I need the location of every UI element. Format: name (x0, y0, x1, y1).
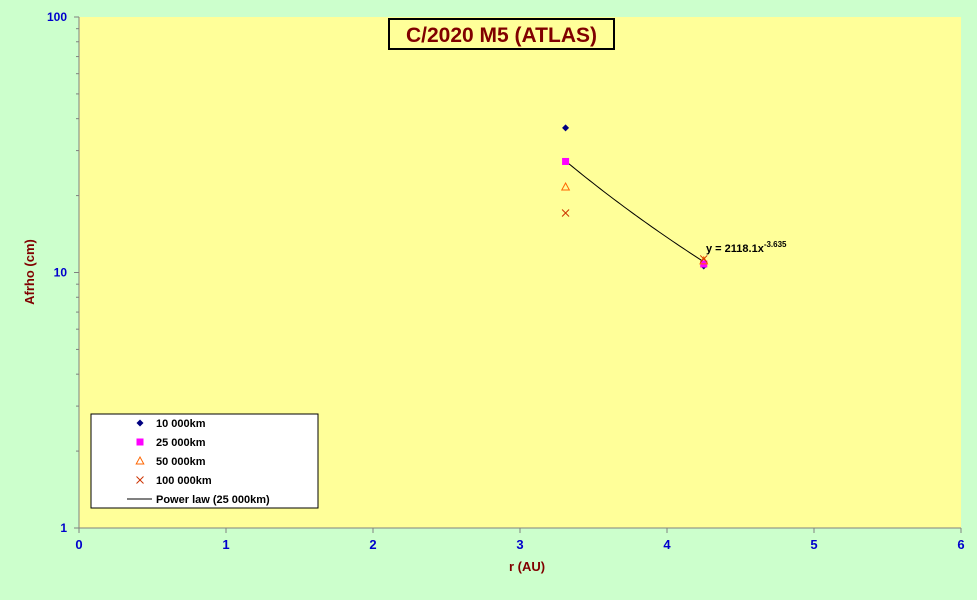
legend-label-3: 50 000km (156, 456, 206, 468)
legend-marker-4-stroke (136, 476, 144, 484)
data-point-series-2 (562, 157, 570, 165)
y-tick-label: 1 (60, 521, 67, 535)
x-tick-label: 2 (369, 537, 376, 552)
x-tick-label: 6 (957, 537, 964, 552)
data-point-series-3 (560, 181, 571, 191)
y-axis-label: Afrho (cm) (22, 239, 37, 305)
x-axis-ticks: 0 1 2 3 4 5 6 (75, 528, 965, 552)
x-tick-label: 1 (222, 537, 229, 552)
legend-label-4: 100 000km (156, 475, 212, 487)
chart-title-box: C/2020 M5 (ATLAS) (388, 18, 615, 50)
data-point-series-4-stroke (561, 209, 570, 217)
x-tick-label: 0 (75, 537, 82, 552)
data-point-series-4-stroke (699, 255, 708, 263)
chart-title: C/2020 M5 (ATLAS) (406, 24, 597, 47)
data-point-series-1 (562, 124, 570, 132)
trendline (565, 160, 705, 263)
x-tick-label: 3 (516, 537, 523, 552)
legend-marker-4 (136, 476, 144, 484)
legend-label-2: 25 000km (156, 437, 206, 449)
trendline-equation: y = 2118.1x-3.635 (706, 240, 787, 255)
legend-marker-2 (136, 438, 144, 446)
legend-label-trendline: Power law (25 000km) (156, 494, 270, 506)
legend: 10 000km 25 000km 50 000km 100 000km Power l… (90, 413, 319, 509)
x-axis-label: r (AU) (509, 559, 545, 574)
data-points (560, 124, 709, 270)
legend-marker-3 (135, 455, 145, 465)
x-tick-label: 4 (663, 537, 671, 552)
data-point-series-4 (699, 255, 708, 263)
legend-marker-1 (136, 419, 144, 427)
data-point-series-4 (561, 209, 570, 217)
trendline-curve (565, 160, 705, 263)
y-tick-label: 10 (54, 266, 68, 280)
legend-box (90, 413, 319, 509)
x-tick-label: 5 (810, 537, 817, 552)
legend-label-1: 10 000km (156, 418, 206, 430)
y-tick-label: 100 (47, 10, 67, 24)
